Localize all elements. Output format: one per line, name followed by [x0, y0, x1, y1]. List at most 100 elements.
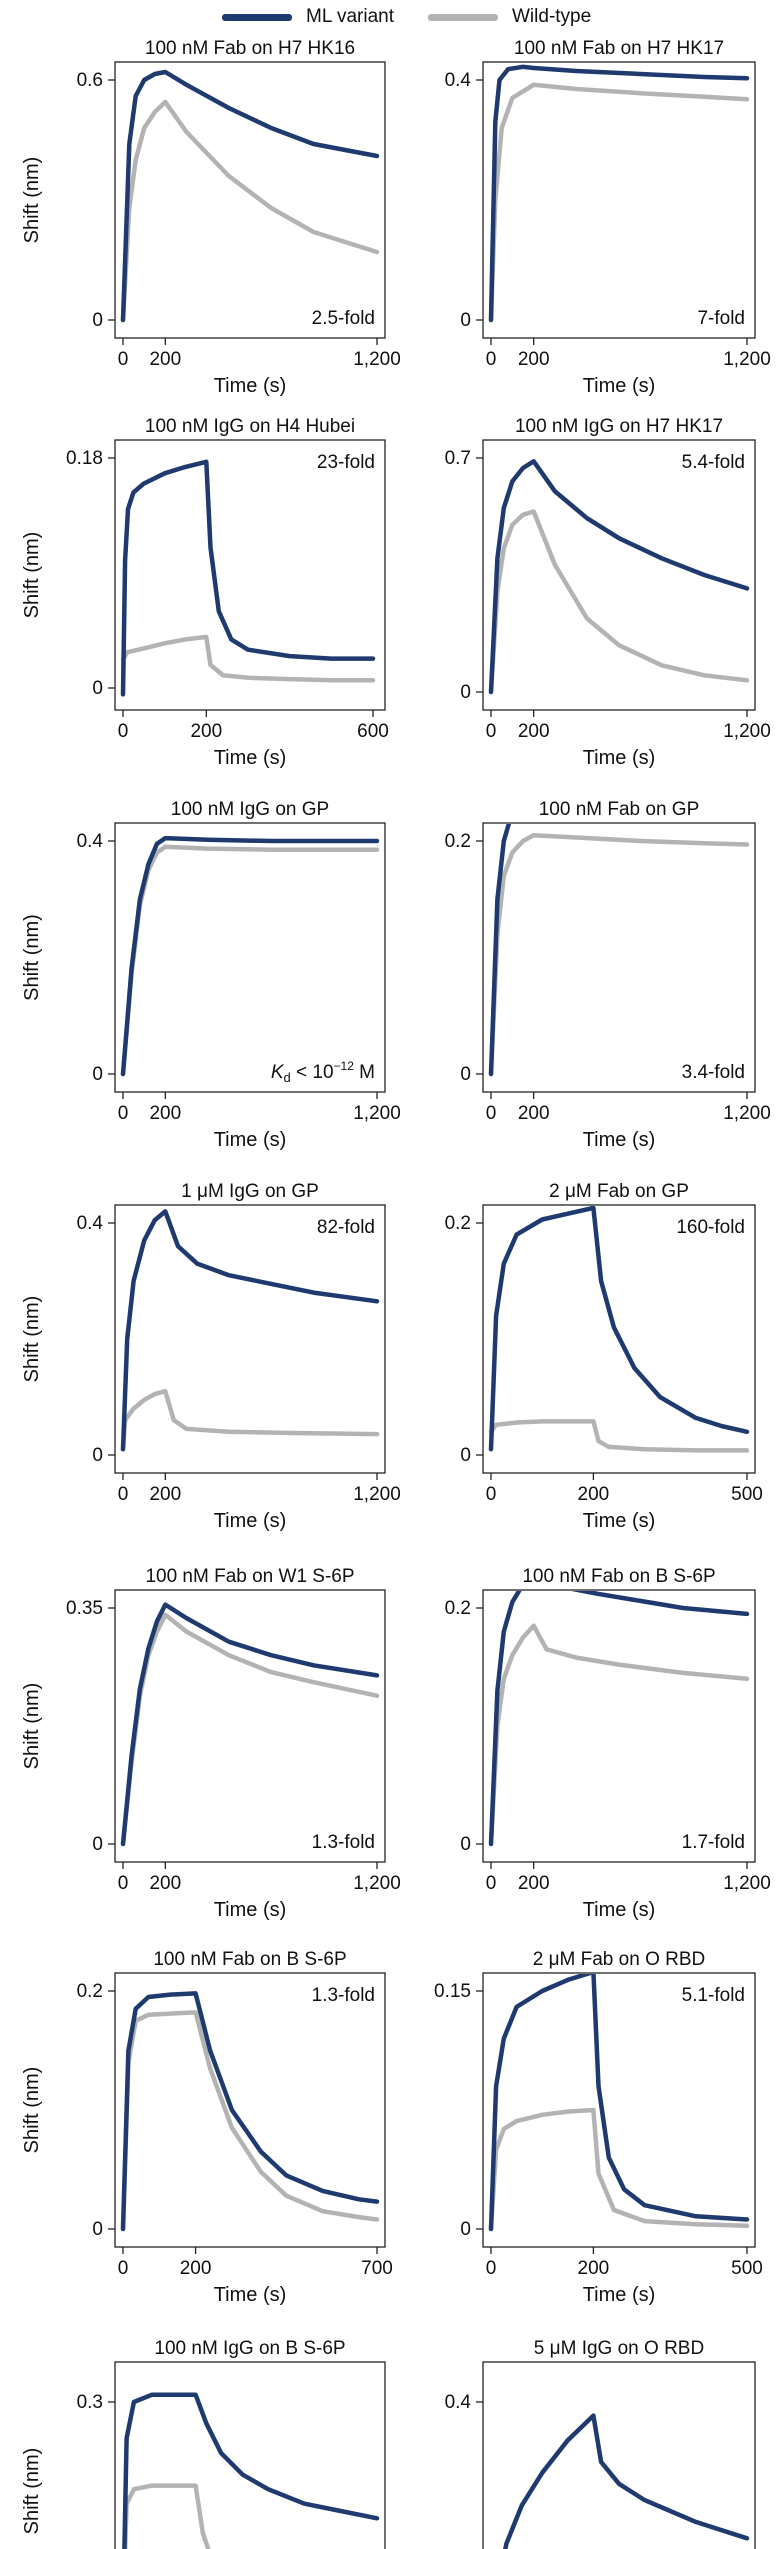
fold-annotation: 23-fold — [317, 452, 375, 473]
chart-panel-11: 100 nM Fab on B S-6P Shift (nm) 0 0.2 0 200 70… — [21, 1949, 393, 2306]
x-axis-label: Time (s) — [583, 375, 656, 397]
y-tick-label: 0.4 — [77, 1213, 104, 1234]
y-axis-label: Shift (nm) — [21, 1296, 43, 1383]
y-axis-label: Shift (nm) — [21, 2067, 43, 2154]
y-tick-label: 0 — [460, 1064, 471, 1085]
x-tick-label: 1,200 — [353, 1103, 401, 1124]
y-tick-label: 0.4 — [445, 2392, 472, 2413]
x-tick-label: 1,200 — [353, 1484, 401, 1505]
fold-annotation: 3.4-fold — [682, 1062, 745, 1083]
chart-title: 100 nM Fab on GP — [539, 799, 700, 820]
x-tick-label: 500 — [731, 1484, 763, 1505]
plot-frame — [114, 439, 386, 711]
chart-title: 100 nM Fab on H7 HK16 — [145, 38, 355, 59]
x-tick-label: 0 — [486, 721, 497, 742]
chart-title: 100 nM Fab on H7 HK17 — [514, 38, 724, 59]
x-tick-label: 200 — [149, 1873, 181, 1894]
y-tick-label: 0.2 — [445, 1598, 471, 1619]
x-axis-label: Time (s) — [583, 2284, 656, 2306]
series-line-wild-type — [488, 82, 750, 323]
y-tick-label: 0 — [460, 1834, 471, 1855]
x-tick-label: 200 — [149, 349, 181, 370]
series-line-ml-variant — [488, 459, 750, 695]
fold-annotation: 7-fold — [697, 308, 745, 329]
chart-panel-13: 100 nM IgG on B S-6P Shift (nm) 0.3 — [21, 2338, 386, 2549]
plot-frame — [114, 2361, 386, 2549]
y-tick-label: 0.18 — [66, 448, 103, 469]
x-tick-label: 0 — [486, 1873, 497, 1894]
series-line-ml-variant — [488, 1974, 750, 2232]
y-tick-label: 0 — [460, 310, 471, 331]
y-axis-label: Shift (nm) — [21, 157, 43, 244]
chart-title: 5 μM IgG on O RBD — [534, 2338, 704, 2359]
legend-label-ml: ML variant — [306, 6, 394, 27]
x-axis-label: Time (s) — [214, 1510, 287, 1532]
chart-panel-14: 5 μM IgG on O RBD 0.4 — [445, 2338, 756, 2549]
legend-label-wt: Wild-type — [512, 6, 592, 27]
x-tick-label: 0 — [118, 349, 129, 370]
chart-title: 100 nM IgG on H7 HK17 — [515, 416, 723, 437]
x-tick-label: 200 — [578, 2258, 610, 2279]
chart-panel-10: 100 nM Fab on B S-6P 0 0.2 0 200 1,200 Time (s… — [445, 1566, 771, 1921]
series-line-ml-variant — [488, 824, 512, 1077]
y-tick-label: 0 — [92, 1064, 103, 1085]
chart-panel-8: 2 μM Fab on GP 0 0.2 0 200 500 Time (s) 160-fol… — [445, 1181, 763, 1532]
y-tick-label: 0.2 — [77, 1981, 103, 2002]
chart-panel-3: 100 nM IgG on H4 Hubei Shift (nm) 0 0.18 0 20… — [21, 416, 389, 769]
x-tick-label: 1,200 — [723, 1873, 771, 1894]
fold-annotation: 5.1-fold — [682, 1985, 745, 2006]
x-tick-label: 200 — [578, 1484, 610, 1505]
x-tick-label: 1,200 — [723, 349, 771, 370]
x-axis-label: Time (s) — [214, 1899, 287, 1921]
chart-title: 100 nM IgG on GP — [171, 799, 329, 820]
legend-swatch-wt — [428, 13, 498, 21]
chart-panel-6: 100 nM Fab on GP 0 0.2 0 200 1,200 Time (s) 3.4… — [445, 799, 771, 1151]
series-line-wild-type — [120, 99, 380, 323]
plot-frame — [482, 439, 756, 711]
x-tick-label: 0 — [118, 1873, 129, 1894]
series-line-wild-type — [122, 2483, 211, 2549]
x-tick-label: 0 — [486, 349, 497, 370]
y-tick-label: 0 — [92, 2219, 103, 2240]
legend-item-ml-variant: ML variant — [222, 6, 394, 28]
series-line-wild-type — [488, 1623, 750, 1847]
plot-frame — [114, 1589, 386, 1863]
chart-title: 100 nM Fab on B S-6P — [522, 1566, 715, 1587]
chart-panel-4: 100 nM IgG on H7 HK17 0 0.7 0 200 1,200 Time (… — [445, 416, 771, 769]
x-tick-label: 200 — [149, 1484, 181, 1505]
x-tick-label: 0 — [118, 1484, 129, 1505]
y-tick-label: 0 — [92, 1445, 103, 1466]
series-line-ml-variant — [122, 2392, 380, 2549]
chart-title: 100 nM Fab on W1 S-6P — [145, 1566, 354, 1587]
fold-annotation: Kd < 10−12 M — [271, 1059, 375, 1085]
x-tick-label: 200 — [518, 721, 550, 742]
legend: ML variant Wild-type — [0, 0, 780, 30]
x-tick-label: 0 — [486, 2258, 497, 2279]
fold-annotation: 82-fold — [317, 1217, 375, 1238]
series-line-wild-type — [120, 1388, 380, 1452]
y-axis-label: Shift (nm) — [21, 2448, 43, 2535]
fold-annotation: 1.7-fold — [682, 1832, 745, 1853]
fold-annotation: 2.5-fold — [312, 308, 375, 329]
series-line-ml-variant — [120, 1209, 380, 1452]
x-tick-label: 1,200 — [353, 1873, 401, 1894]
plot-frame — [114, 822, 386, 1093]
series-line-wild-type — [488, 2107, 750, 2232]
chart-panel-7: 1 μM IgG on GP Shift (nm) 0 0.4 0 200 1,200 Tim… — [21, 1181, 401, 1532]
y-tick-label: 0 — [460, 1445, 471, 1466]
x-axis-label: Time (s) — [214, 375, 287, 397]
x-axis-label: Time (s) — [583, 1510, 656, 1532]
chart-title: 2 μM Fab on O RBD — [533, 1949, 706, 1970]
series-line-ml-variant — [120, 69, 380, 323]
x-tick-label: 200 — [518, 349, 550, 370]
series-line-ml-variant — [120, 835, 380, 1077]
chart-panel-1: 100 nM Fab on H7 HK16 Shift (nm) 0 0.6 0 200 1… — [21, 38, 401, 397]
plot-frame — [482, 1589, 756, 1863]
y-tick-label: 0.2 — [445, 831, 471, 852]
series-line-ml-variant — [120, 459, 376, 697]
chart-title: 1 μM IgG on GP — [181, 1181, 319, 1202]
x-tick-label: 200 — [518, 1103, 550, 1124]
x-tick-label: 700 — [361, 2258, 393, 2279]
x-axis-label: Time (s) — [214, 2284, 287, 2306]
